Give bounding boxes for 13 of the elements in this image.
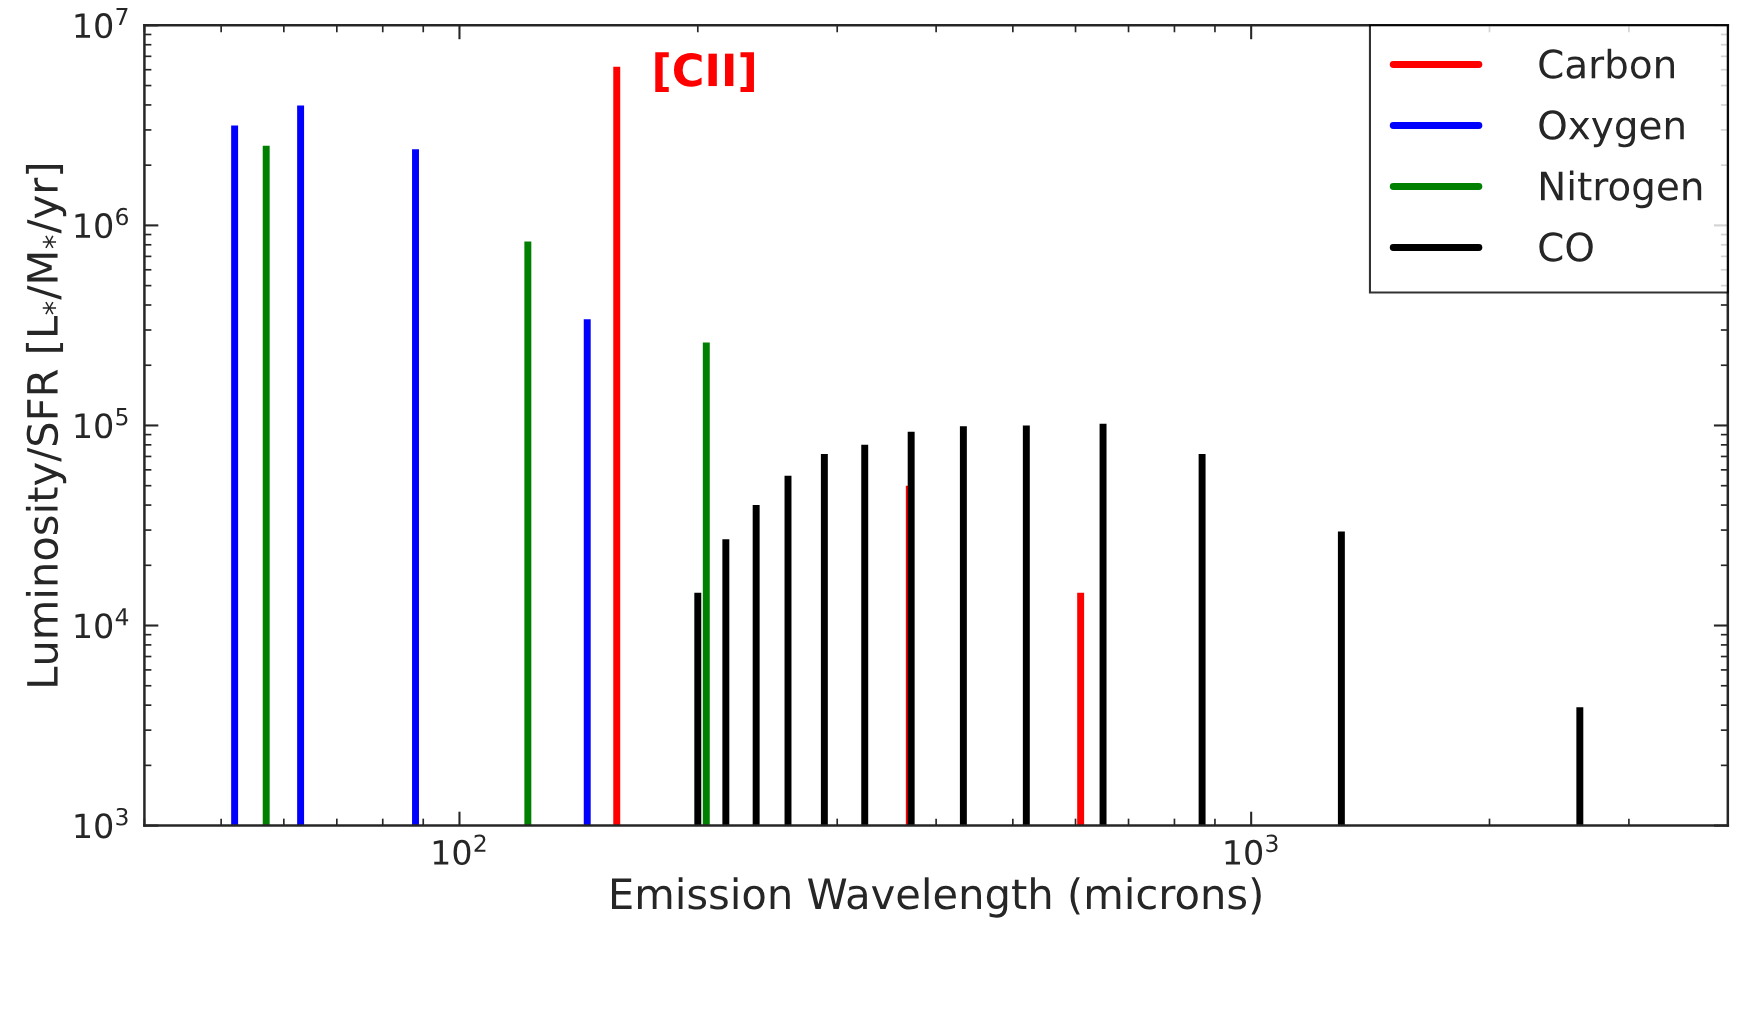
annotation: [CII] <box>655 52 754 92</box>
x-axis-title: Emission Wavelength (microns) <box>611 877 1261 918</box>
y-tick-label: 10$^{6}$ <box>75 207 128 239</box>
y-tick-label: 10$^{5}$ <box>75 408 128 439</box>
legend-label: Oxygen <box>1539 110 1684 148</box>
y-tick-label: 10$^{7}$ <box>75 7 128 39</box>
legend-label: Carbon <box>1539 48 1674 79</box>
x-tick-label: 10$^{2}$ <box>433 834 486 866</box>
y-tick-label: 10$^{4}$ <box>75 608 129 639</box>
y-tick-label: 10$^{3}$ <box>75 807 128 839</box>
y-axis-title: Luminosity/SFR [L$_{*}$/M$_{*}$/yr] <box>25 165 67 686</box>
legend-label: Nitrogen <box>1540 170 1702 209</box>
legend-label: CO <box>1539 232 1593 262</box>
